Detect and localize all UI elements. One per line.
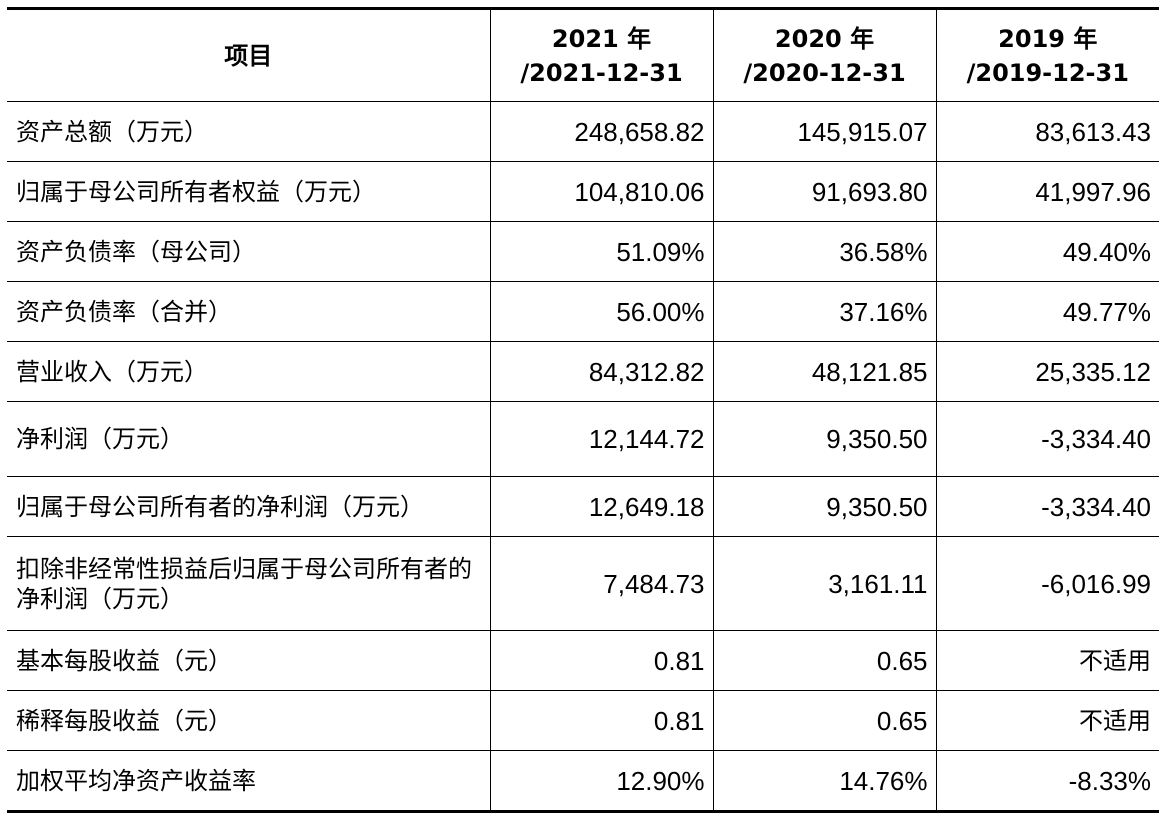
table-row: 扣除非经常性损益后归属于母公司所有者的净利润（万元） 7,484.73 3,16… (7, 536, 1159, 631)
row-label: 基本每股收益（元） (7, 630, 491, 691)
row-label: 加权平均净资产收益率 (7, 750, 491, 813)
table-row: 归属于母公司所有者权益（万元） 104,810.06 91,693.80 41,… (7, 161, 1159, 222)
value-2020: 3,161.11 (712, 536, 937, 631)
header-2020: 2020 年 /2020-12-31 (712, 7, 937, 102)
value-2019: 25,335.12 (935, 341, 1159, 402)
header-2020-date: /2020-12-31 (743, 58, 906, 87)
header-2019-date: /2019-12-31 (966, 58, 1129, 87)
row-label: 资产总额（万元） (7, 101, 491, 162)
value-2020: 9,350.50 (712, 401, 937, 477)
value-2019: -8.33% (935, 750, 1159, 813)
value-2021: 84,312.82 (489, 341, 714, 402)
value-2021: 12,649.18 (489, 476, 714, 537)
value-2021: 51.09% (489, 221, 714, 282)
header-2021-date: /2021-12-31 (520, 58, 683, 87)
value-2020: 36.58% (712, 221, 937, 282)
value-2019: 83,613.43 (935, 101, 1159, 162)
value-2021: 0.81 (489, 690, 714, 751)
header-item: 项目 (7, 7, 491, 102)
header-item-label: 项目 (224, 41, 273, 70)
value-2020: 91,693.80 (712, 161, 937, 222)
value-2019: -6,016.99 (935, 536, 1159, 631)
header-2020-year: 2020 年 (774, 24, 875, 53)
row-label: 资产负债率（合并） (7, 281, 491, 342)
financial-summary-table: 项目 2021 年 /2021-12-31 2020 年 /2020-12-31… (7, 7, 1159, 813)
table-row: 资产负债率（母公司） 51.09% 36.58% 49.40% (7, 221, 1159, 282)
row-label: 归属于母公司所有者的净利润（万元） (7, 476, 491, 537)
table-header-row: 项目 2021 年 /2021-12-31 2020 年 /2020-12-31… (7, 7, 1159, 102)
value-2021: 0.81 (489, 630, 714, 691)
table-row: 资产负债率（合并） 56.00% 37.16% 49.77% (7, 281, 1159, 342)
header-2021-year: 2021 年 (551, 24, 652, 53)
value-2019: 41,997.96 (935, 161, 1159, 222)
value-2020: 145,915.07 (712, 101, 937, 162)
value-2020: 48,121.85 (712, 341, 937, 402)
value-2020: 9,350.50 (712, 476, 937, 537)
table-row: 归属于母公司所有者的净利润（万元） 12,649.18 9,350.50 -3,… (7, 476, 1159, 537)
value-2020: 0.65 (712, 630, 937, 691)
value-2021: 12,144.72 (489, 401, 714, 477)
header-2019: 2019 年 /2019-12-31 (935, 7, 1159, 102)
table-row: 基本每股收益（元） 0.81 0.65 不适用 (7, 630, 1159, 691)
value-2019: -3,334.40 (935, 476, 1159, 537)
value-2021: 12.90% (489, 750, 714, 813)
value-2020: 14.76% (712, 750, 937, 813)
row-label: 扣除非经常性损益后归属于母公司所有者的净利润（万元） (7, 536, 491, 631)
row-label: 资产负债率（母公司） (7, 221, 491, 282)
value-2019: 不适用 (935, 690, 1159, 751)
table-row: 净利润（万元） 12,144.72 9,350.50 -3,334.40 (7, 401, 1159, 477)
value-2021: 248,658.82 (489, 101, 714, 162)
value-2021: 104,810.06 (489, 161, 714, 222)
financial-summary-table-wrapper: 项目 2021 年 /2021-12-31 2020 年 /2020-12-31… (7, 7, 1159, 813)
header-2021: 2021 年 /2021-12-31 (489, 7, 714, 102)
header-2019-year: 2019 年 (998, 24, 1098, 53)
table-row: 稀释每股收益（元） 0.81 0.65 不适用 (7, 690, 1159, 751)
value-2019: 不适用 (935, 630, 1159, 691)
row-label: 归属于母公司所有者权益（万元） (7, 161, 491, 222)
value-2021: 56.00% (489, 281, 714, 342)
row-label: 营业收入（万元） (7, 341, 491, 402)
value-2019: -3,334.40 (935, 401, 1159, 477)
value-2020: 0.65 (712, 690, 937, 751)
row-label: 稀释每股收益（元） (7, 690, 491, 751)
table-row: 资产总额（万元） 248,658.82 145,915.07 83,613.43 (7, 101, 1159, 162)
value-2021: 7,484.73 (489, 536, 714, 631)
value-2019: 49.77% (935, 281, 1159, 342)
row-label: 净利润（万元） (7, 401, 491, 477)
value-2020: 37.16% (712, 281, 937, 342)
table-row: 加权平均净资产收益率 12.90% 14.76% -8.33% (7, 750, 1159, 813)
value-2019: 49.40% (935, 221, 1159, 282)
table-row: 营业收入（万元） 84,312.82 48,121.85 25,335.12 (7, 341, 1159, 402)
